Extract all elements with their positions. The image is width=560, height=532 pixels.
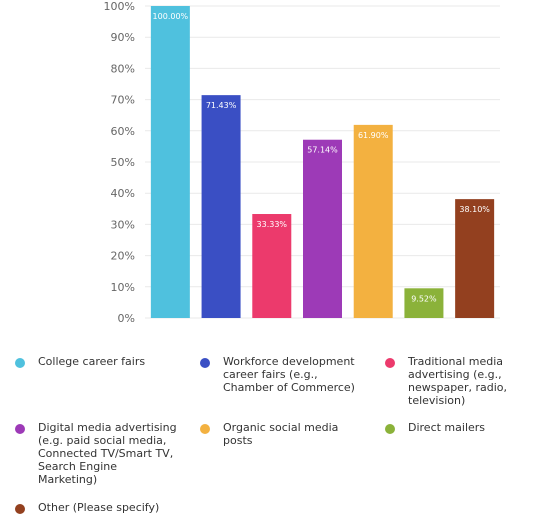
y-tick-label: 20%: [111, 250, 135, 263]
bar: [150, 6, 190, 318]
bar-value-label: 38.10%: [459, 205, 490, 214]
bar-value-label: 61.90%: [358, 131, 389, 140]
y-tick-label: 90%: [111, 31, 135, 44]
y-tick-label: 40%: [111, 187, 135, 200]
bar: [353, 124, 393, 318]
bar: [404, 288, 444, 318]
y-tick-label: 10%: [111, 281, 135, 294]
y-axis-tick-labels: 0% 10% 20% 30% 40% 50% 60% 70% 80% 90% 100%: [104, 0, 135, 325]
y-tick-label: 0%: [118, 312, 135, 325]
bar-value-label: 100.00%: [153, 12, 189, 21]
y-tick-label: 100%: [104, 0, 135, 13]
y-tick-label: 70%: [111, 94, 135, 107]
bar: [303, 139, 342, 318]
bar-value-label: 71.43%: [206, 101, 237, 110]
y-tick-label: 30%: [111, 218, 135, 231]
y-tick-label: 60%: [111, 125, 135, 138]
bars: [150, 6, 495, 318]
bar: [252, 214, 292, 318]
bar-value-label: 57.14%: [307, 146, 338, 155]
y-tick-label: 80%: [111, 62, 135, 75]
bar-value-label: 9.52%: [411, 294, 437, 303]
bar: [201, 95, 241, 318]
bar-value-label: 33.33%: [257, 220, 288, 229]
bar-value-labels: 100.00% 71.43% 33.33% 57.14% 61.90% 9.52% 38.1…: [153, 12, 491, 303]
bar: [455, 199, 495, 318]
y-tick-label: 50%: [111, 156, 135, 169]
